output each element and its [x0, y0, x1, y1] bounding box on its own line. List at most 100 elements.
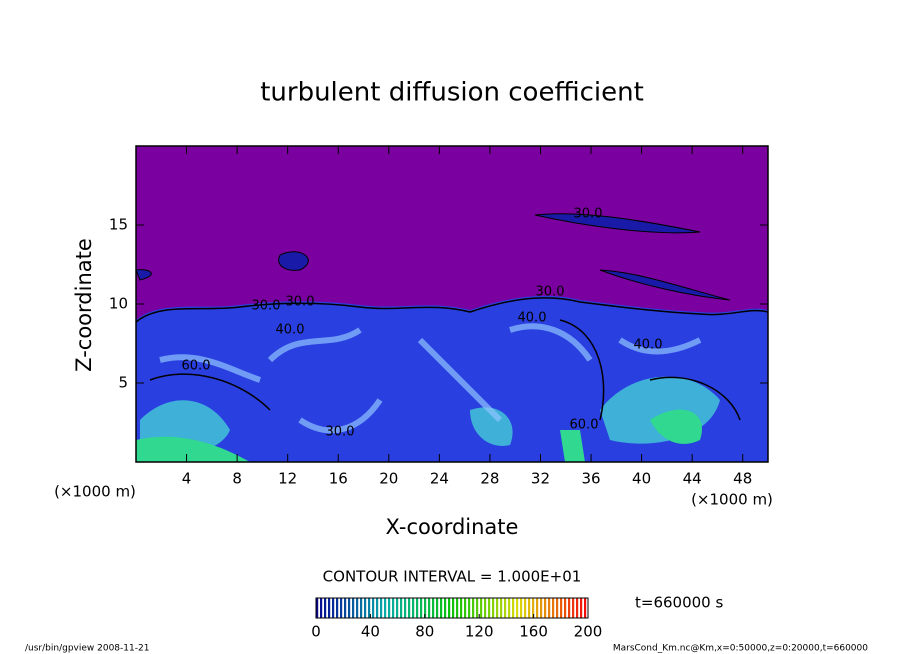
contour-label: 30.0 — [252, 299, 281, 314]
colorbar-tick-label: 0 — [311, 623, 321, 641]
colorbar-stripe — [532, 598, 535, 618]
x-tick-label: 28 — [480, 470, 499, 488]
colorbar-stripe — [512, 598, 515, 618]
contour-label: 40.0 — [634, 338, 663, 353]
upper-patches — [136, 213, 731, 301]
y-unit: (×1000 m) — [54, 483, 136, 501]
colorbar-stripe — [528, 598, 531, 618]
colorbar-stripe — [580, 598, 583, 618]
colorbar-stripe — [384, 598, 387, 618]
x-tick-label: 32 — [531, 470, 550, 488]
colorbar-stripe — [324, 598, 327, 618]
x-tick-label: 44 — [683, 470, 702, 488]
x-unit: (×1000 m) — [691, 491, 773, 509]
colorbar-stripe — [564, 598, 567, 618]
chart-title: turbulent diffusion coefficient — [260, 78, 644, 108]
colorbar-stripe — [576, 598, 579, 618]
colorbar-stripe — [488, 598, 491, 618]
time-label: t=660000 s — [635, 594, 723, 612]
x-tick-label: 4 — [182, 470, 192, 488]
x-tick-label: 16 — [329, 470, 348, 488]
colorbar-stripe — [340, 598, 343, 618]
colorbar-stripe — [396, 598, 399, 618]
colorbar-stripe — [496, 598, 499, 618]
colorbar-stripe — [448, 598, 451, 618]
colorbar-stripe — [332, 598, 335, 618]
contour-label: 30.0 — [286, 295, 315, 310]
colorbar-stripe — [436, 598, 439, 618]
y-axis-label: Z-coordinate — [72, 238, 96, 372]
colorbar-tick-label: 40 — [361, 623, 380, 641]
colorbar-stripe — [484, 598, 487, 618]
colorbar-stripe — [360, 598, 363, 618]
colorbar-stripe — [356, 598, 359, 618]
field — [136, 146, 768, 462]
colorbar-stripe — [480, 598, 483, 618]
colorbar-stripe — [432, 598, 435, 618]
colorbar-stripe — [440, 598, 443, 618]
colorbar-stripe — [508, 598, 511, 618]
contour-label: 60.0 — [570, 418, 599, 433]
colorbar-tick-label: 80 — [415, 623, 434, 641]
contour-interval: CONTOUR INTERVAL = 1.000E+01 — [323, 568, 582, 586]
colorbar-stripe — [544, 598, 547, 618]
colorbar-stripe — [392, 598, 395, 618]
x-tick-label: 24 — [430, 470, 449, 488]
footer-left: /usr/bin/gpview 2008-11-21 — [25, 644, 149, 654]
colorbar-stripe — [460, 598, 463, 618]
contour-label: 40.0 — [276, 323, 305, 338]
colorbar-stripe — [400, 598, 403, 618]
colorbar-stripe — [572, 598, 575, 618]
colorbar-stripe — [364, 598, 367, 618]
colorbar-stripe — [584, 598, 587, 618]
colorbar-stripe — [524, 598, 527, 618]
x-tick-label: 8 — [232, 470, 242, 488]
colorbar-stripe — [552, 598, 555, 618]
colorbar-stripe — [352, 598, 355, 618]
x-tick-label: 40 — [632, 470, 651, 488]
colorbar-stripe — [456, 598, 459, 618]
x-tick-label: 48 — [733, 470, 752, 488]
colorbar-tick-label: 200 — [574, 623, 603, 641]
x-tick-label: 36 — [581, 470, 600, 488]
colorbar-stripe — [388, 598, 391, 618]
colorbar-stripe — [320, 598, 323, 618]
colorbar-stripe — [344, 598, 347, 618]
contour-label: 30.0 — [574, 207, 603, 222]
x-axis-label: X-coordinate — [386, 515, 519, 539]
colorbar-stripe — [504, 598, 507, 618]
colorbar-stripe — [476, 598, 479, 618]
colorbar-stripe — [452, 598, 455, 618]
green-patches — [136, 409, 702, 462]
y-tick-label: 10 — [109, 295, 128, 313]
colorbar-stripe — [376, 598, 379, 618]
colorbar-stripe — [368, 598, 371, 618]
colorbar-stripe — [472, 598, 475, 618]
colorbar-stripe — [444, 598, 447, 618]
colorbar-stripe — [348, 598, 351, 618]
footer-right: MarsCond_Km.nc@Km,x=0:50000,z=0:20000,t=… — [613, 644, 868, 654]
contour-label: 40.0 — [518, 311, 547, 326]
colorbar-stripe — [336, 598, 339, 618]
colorbar-stripe — [536, 598, 539, 618]
x-tick-label: 20 — [379, 470, 398, 488]
y-tick-label: 15 — [109, 216, 128, 234]
colorbar-stripe — [424, 598, 427, 618]
contour-label: 30.0 — [536, 285, 565, 300]
colorbar-stripe — [540, 598, 543, 618]
colorbar-tick-label: 120 — [465, 623, 494, 641]
streaks — [159, 323, 702, 434]
colorbar-stripe — [468, 598, 471, 618]
colorbar-stripe — [372, 598, 375, 618]
colorbar-stripe — [380, 598, 383, 618]
colorbar-stripe — [416, 598, 419, 618]
colorbar-stripe — [412, 598, 415, 618]
colorbar-stripe — [520, 598, 523, 618]
colorbar-stripe — [516, 598, 519, 618]
contour-label: 60.0 — [182, 359, 211, 374]
contour-lines — [136, 297, 768, 421]
colorbar-stripe — [500, 598, 503, 618]
colorbar-tick-label: 160 — [519, 623, 548, 641]
colorbar-stripe — [316, 598, 319, 618]
